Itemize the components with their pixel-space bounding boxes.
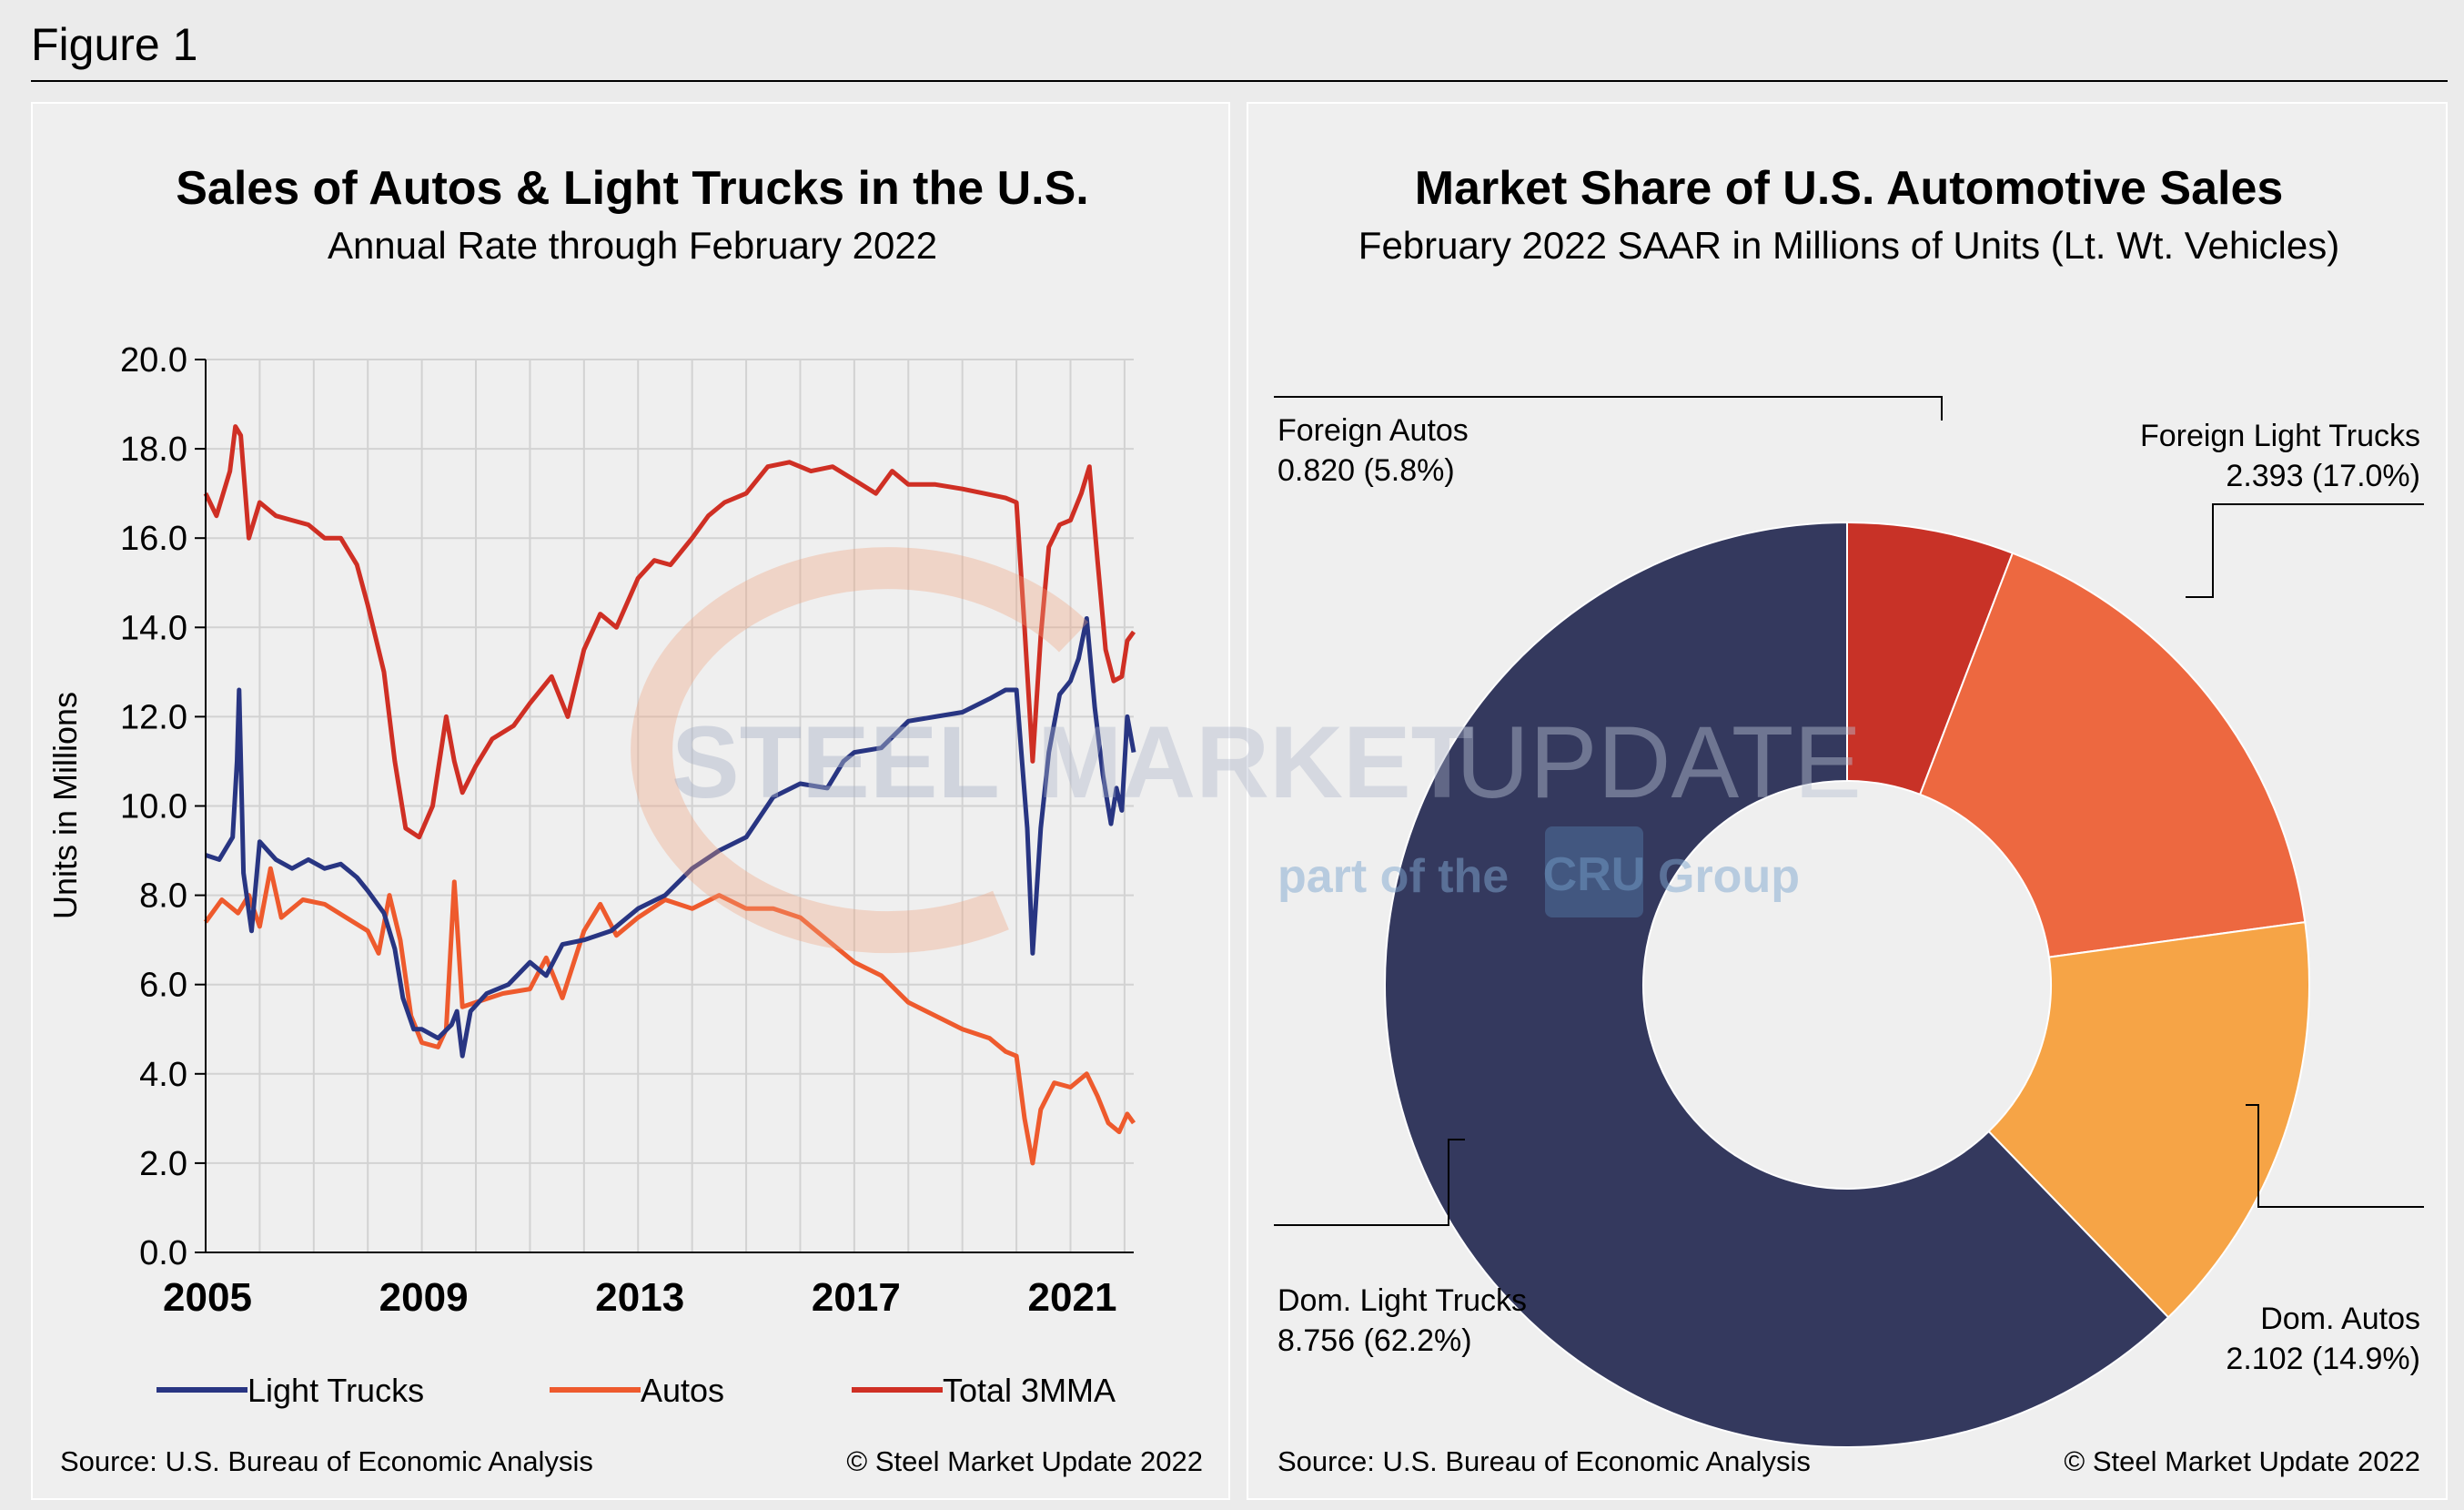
y-tick-label: 14.0	[120, 609, 187, 647]
x-tick-label: 2009	[379, 1275, 469, 1320]
leader-line-dom-light-trucks	[1274, 1139, 1465, 1226]
label-foreign-autos-name: Foreign Autos	[1277, 413, 1469, 448]
x-tick-label: 2013	[595, 1275, 684, 1320]
line-chart-subtitle: Annual Rate through February 2022	[328, 224, 937, 267]
y-tick-label: 6.0	[139, 967, 187, 1005]
label-foreign-light-trucks-value: 2.393 (17.0%)	[2226, 459, 2420, 493]
y-tick-label: 12.0	[120, 698, 187, 736]
legend-label: Autos	[641, 1372, 724, 1409]
leader-line-foreign-autos	[1274, 396, 1943, 421]
label-dom-light-trucks-name: Dom. Light Trucks	[1277, 1283, 1527, 1318]
series-line-light-trucks	[205, 616, 1136, 1059]
line-chart-legend: Light Trucks Autos Total 3MMA	[157, 1372, 1116, 1409]
title-rule	[31, 80, 2448, 82]
donut-chart-subtitle: February 2022 SAAR in Millions of Units …	[1358, 224, 2339, 267]
y-tick-label: 20.0	[120, 341, 187, 380]
donut-slice-dom-light-trucks	[1384, 521, 2170, 1448]
label-dom-autos-value: 2.102 (14.9%)	[2226, 1342, 2420, 1376]
x-tick-label: 2021	[1028, 1275, 1117, 1320]
line-chart-x-ticks: 2005 2009 2013 2017 2021	[163, 1275, 1116, 1320]
label-dom-light-trucks-value: 8.756 (62.2%)	[1277, 1323, 1472, 1358]
label-foreign-autos-value: 0.820 (5.8%)	[1277, 453, 1455, 488]
series-line-total-3mma	[203, 424, 1136, 840]
line-chart-gridlines	[206, 359, 1134, 1252]
line-chart-series	[203, 424, 1136, 1166]
leader-line-dom-autos	[2246, 1104, 2424, 1208]
donut-chart-title: Market Share of U.S. Automotive Sales	[1415, 162, 2284, 215]
x-tick-label: 2017	[812, 1275, 901, 1320]
donut-chart: Market Share of U.S. Automotive Sales Fe…	[1274, 162, 2424, 1477]
figure-title: Figure 1	[31, 19, 198, 70]
label-foreign-light-trucks-name: Foreign Light Trucks	[2140, 419, 2420, 453]
series-line-autos	[203, 866, 1136, 1166]
donut-chart-copyright: © Steel Market Update 2022	[2064, 1445, 2420, 1477]
leader-line-foreign-light-trucks	[2186, 503, 2424, 598]
x-tick-label: 2005	[163, 1275, 252, 1320]
line-chart-title: Sales of Autos & Light Trucks in the U.S…	[176, 162, 1089, 215]
y-tick-label: 4.0	[139, 1056, 187, 1094]
y-tick-label: 2.0	[139, 1145, 187, 1183]
line-chart: Sales of Autos & Light Trucks in the U.S…	[46, 162, 1203, 1477]
donut-slices	[1384, 521, 2310, 1448]
y-tick-label: 10.0	[120, 788, 187, 826]
donut-chart-source: Source: U.S. Bureau of Economic Analysis	[1277, 1445, 1811, 1477]
legend-label: Total 3MMA	[943, 1372, 1116, 1409]
y-axis-label: Units in Millions	[46, 692, 84, 919]
y-tick-label: 16.0	[120, 520, 187, 558]
y-tick-label: 8.0	[139, 877, 187, 916]
line-chart-panel: Sales of Autos & Light Trucks in the U.S…	[31, 102, 1230, 1500]
donut-leader-lines	[1274, 396, 2424, 1226]
donut-slice-dom-autos	[1987, 920, 2310, 1319]
y-tick-label: 18.0	[120, 431, 187, 469]
label-dom-autos-name: Dom. Autos	[2260, 1302, 2420, 1336]
y-tick-label: 0.0	[139, 1234, 187, 1272]
line-chart-source: Source: U.S. Bureau of Economic Analysis	[60, 1445, 593, 1477]
line-chart-copyright: © Steel Market Update 2022	[846, 1445, 1203, 1477]
donut-slice-foreign-light-trucks	[1918, 552, 2307, 958]
legend-label: Light Trucks	[247, 1372, 424, 1409]
line-chart-y-ticks: 0.0 2.0 4.0 6.0 8.0 10.0 12.0 14.0 16.0 18.0 20.0	[120, 341, 206, 1272]
donut-chart-panel: Market Share of U.S. Automotive Sales Fe…	[1247, 102, 2448, 1500]
